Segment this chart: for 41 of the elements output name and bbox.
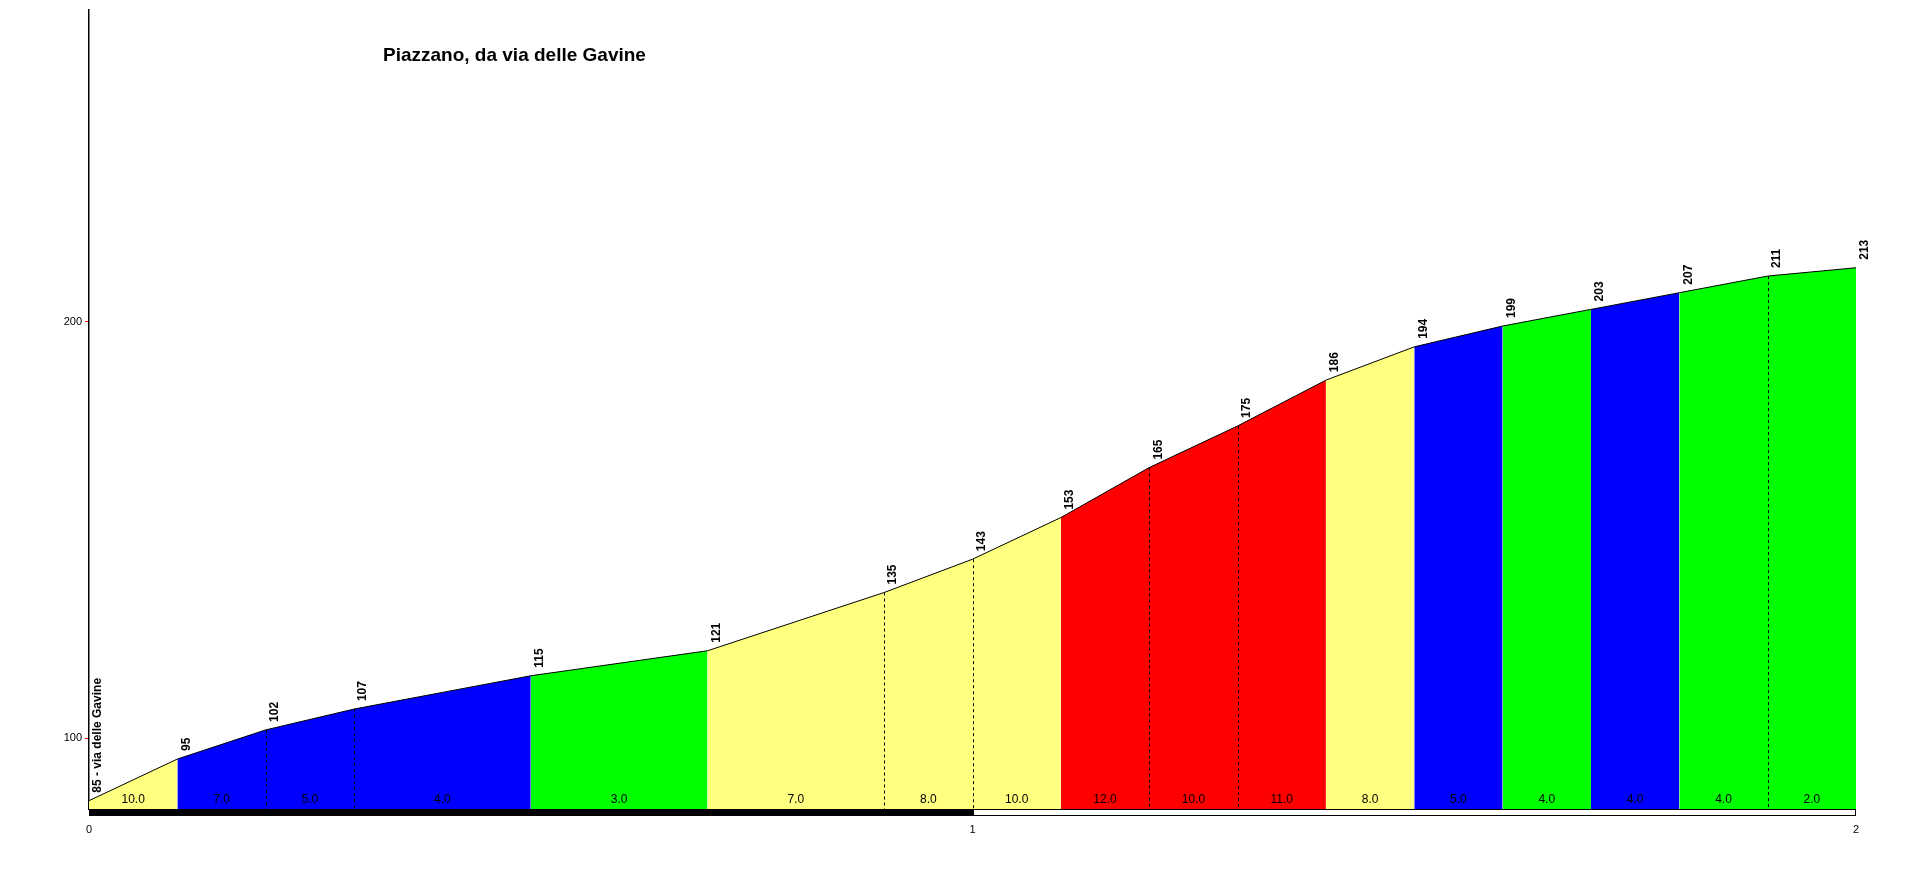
x-tick-label: 0: [85, 822, 93, 835]
data-label: 199: [1503, 297, 1518, 319]
annotation: 4.0: [1538, 792, 1556, 807]
annotation: 3.0: [610, 792, 628, 807]
annotation: 7.0: [787, 792, 805, 807]
annotation: 10.0: [1181, 792, 1206, 807]
y-tick-label: 200: [63, 314, 82, 327]
annotation: 7.0: [213, 792, 231, 807]
x-tick-label: 2: [1852, 822, 1860, 835]
annotation: 5.0: [1450, 792, 1468, 807]
text: Piazzano, da via delle Gavine: [383, 44, 646, 66]
annotation: 10.0: [121, 792, 146, 807]
data-label: 175: [1238, 397, 1253, 418]
data-label: 102: [267, 701, 282, 722]
data-label: 153: [1062, 489, 1077, 510]
data-label: 165: [1150, 439, 1165, 460]
x-tick-label: 1: [969, 822, 976, 835]
annotation: 5.0: [301, 792, 319, 807]
data-label: 207: [1680, 264, 1695, 285]
data-label: 107: [355, 680, 370, 702]
annotation: 4.0: [434, 792, 452, 807]
annotation: 4.0: [1715, 792, 1733, 807]
data-label: 95: [178, 737, 193, 752]
annotation: 4.0: [1626, 792, 1644, 807]
annotation: 12.0: [1093, 792, 1118, 807]
annotation: 10.0: [1005, 792, 1029, 807]
data-label: 135: [885, 564, 900, 585]
y-tick-label: 100: [63, 731, 82, 744]
data-label: 121: [708, 622, 723, 643]
annotation: 2.0: [1803, 792, 1821, 807]
data-label: 203: [1592, 281, 1607, 302]
data-label: 213: [1857, 239, 1872, 260]
data-label: 85 - via delle Gavine: [90, 677, 105, 793]
data-label: 194: [1415, 318, 1430, 339]
data-label: 115: [532, 648, 547, 668]
annotation: 8.0: [919, 792, 937, 807]
data-label: 211: [1768, 248, 1783, 269]
data-label: 186: [1327, 351, 1342, 373]
annotation: 11.0: [1270, 792, 1294, 807]
annotation: 8.0: [1361, 792, 1379, 807]
data-label: 143: [973, 530, 988, 552]
